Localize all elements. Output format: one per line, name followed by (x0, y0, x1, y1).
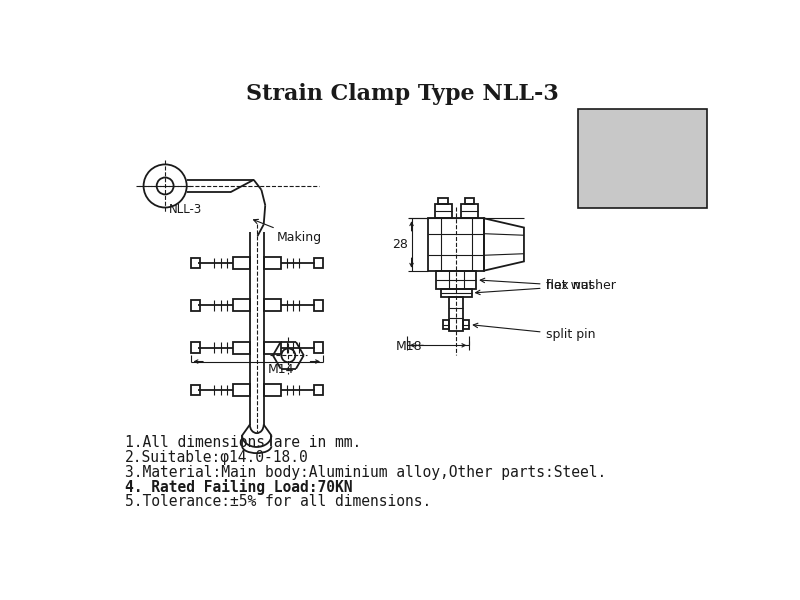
Text: Strain Clamp Type NLL-3: Strain Clamp Type NLL-3 (246, 83, 558, 104)
Bar (450, 297, 463, 331)
Bar (314, 300, 323, 311)
Bar (438, 198, 448, 205)
Bar (314, 257, 323, 268)
Text: M18: M18 (396, 340, 422, 353)
Text: hex nut: hex nut (480, 278, 593, 292)
Text: split pin: split pin (474, 323, 595, 341)
Bar (434, 205, 451, 218)
Bar (264, 341, 281, 354)
Bar (233, 299, 250, 311)
Bar (233, 384, 250, 396)
Bar (190, 300, 200, 311)
Bar (441, 289, 472, 297)
Text: NLL-3: NLL-3 (169, 203, 202, 216)
Bar (233, 341, 250, 354)
Bar (461, 205, 478, 218)
Bar (314, 342, 323, 353)
Bar (578, 109, 707, 208)
Bar (190, 342, 200, 353)
Bar (264, 257, 281, 269)
Text: 5.Tolerance:±5% for all dimensions.: 5.Tolerance:±5% for all dimensions. (125, 494, 431, 509)
Bar (436, 271, 476, 289)
Text: 1.All dimensions are in mm.: 1.All dimensions are in mm. (125, 436, 362, 451)
Bar (233, 257, 250, 269)
Bar (465, 198, 474, 205)
Bar (429, 218, 484, 271)
Text: M14: M14 (267, 363, 294, 376)
Text: Making: Making (254, 220, 322, 244)
Bar (190, 385, 200, 395)
Text: 2.Suitable:φ14.0-18.0: 2.Suitable:φ14.0-18.0 (125, 450, 309, 465)
Bar (264, 384, 281, 396)
Bar (314, 385, 323, 395)
Bar (190, 257, 200, 268)
Bar (443, 320, 450, 329)
Text: 28: 28 (392, 238, 408, 251)
Bar (463, 320, 470, 329)
Text: 3.Material:Main body:Aluminium alloy,Other parts:Steel.: 3.Material:Main body:Aluminium alloy,Oth… (125, 464, 606, 480)
Text: 4. Rated Failing Load:70KN: 4. Rated Failing Load:70KN (125, 479, 353, 496)
Text: flat washer: flat washer (476, 279, 615, 295)
Bar (264, 299, 281, 311)
